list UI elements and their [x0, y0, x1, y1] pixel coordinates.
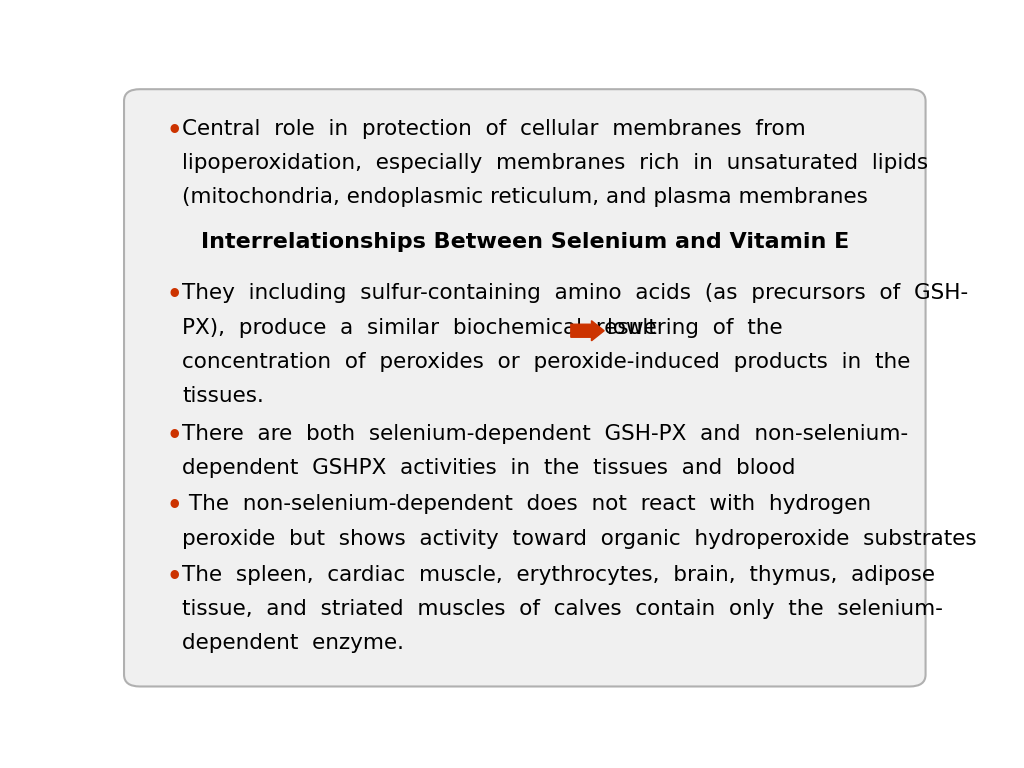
Text: tissue,  and  striated  muscles  of  calves  contain  only  the  selenium-: tissue, and striated muscles of calves c… [182, 599, 943, 619]
Text: tissues.: tissues. [182, 386, 264, 406]
Text: •: • [166, 564, 181, 588]
Text: The  non-selenium-dependent  does  not  react  with  hydrogen: The non-selenium-dependent does not reac… [182, 495, 871, 515]
Text: peroxide  but  shows  activity  toward  organic  hydroperoxide  substrates: peroxide but shows activity toward organ… [182, 528, 977, 548]
Text: lipoperoxidation,  especially  membranes  rich  in  unsaturated  lipids: lipoperoxidation, especially membranes r… [182, 153, 928, 173]
Text: They  including  sulfur-containing  amino  acids  (as  precursors  of  GSH-: They including sulfur-containing amino a… [182, 283, 968, 303]
Text: •: • [166, 119, 181, 143]
Text: Central  role  in  protection  of  cellular  membranes  from: Central role in protection of cellular m… [182, 119, 806, 139]
Text: The  spleen,  cardiac  muscle,  erythrocytes,  brain,  thymus,  adipose: The spleen, cardiac muscle, erythrocytes… [182, 564, 935, 584]
Text: concentration  of  peroxides  or  peroxide-induced  products  in  the: concentration of peroxides or peroxide-i… [182, 352, 910, 372]
Text: dependent  GSHPX  activities  in  the  tissues  and  blood: dependent GSHPX activities in the tissue… [182, 458, 796, 478]
Text: lowering  of  the: lowering of the [607, 318, 783, 338]
Text: (mitochondria, endoplasmic reticulum, and plasma membranes: (mitochondria, endoplasmic reticulum, an… [182, 187, 867, 207]
Text: •: • [166, 283, 181, 307]
Text: •: • [166, 424, 181, 448]
Text: •: • [166, 495, 181, 518]
FancyArrow shape [570, 321, 604, 341]
FancyBboxPatch shape [124, 89, 926, 687]
Text: PX),  produce  a  similar  biochemical  result: PX), produce a similar biochemical resul… [182, 318, 671, 338]
Text: dependent  enzyme.: dependent enzyme. [182, 634, 403, 654]
Text: There  are  both  selenium-dependent  GSH-PX  and  non-selenium-: There are both selenium-dependent GSH-PX… [182, 424, 908, 444]
Text: Interrelationships Between Selenium and Vitamin E: Interrelationships Between Selenium and … [201, 232, 849, 252]
